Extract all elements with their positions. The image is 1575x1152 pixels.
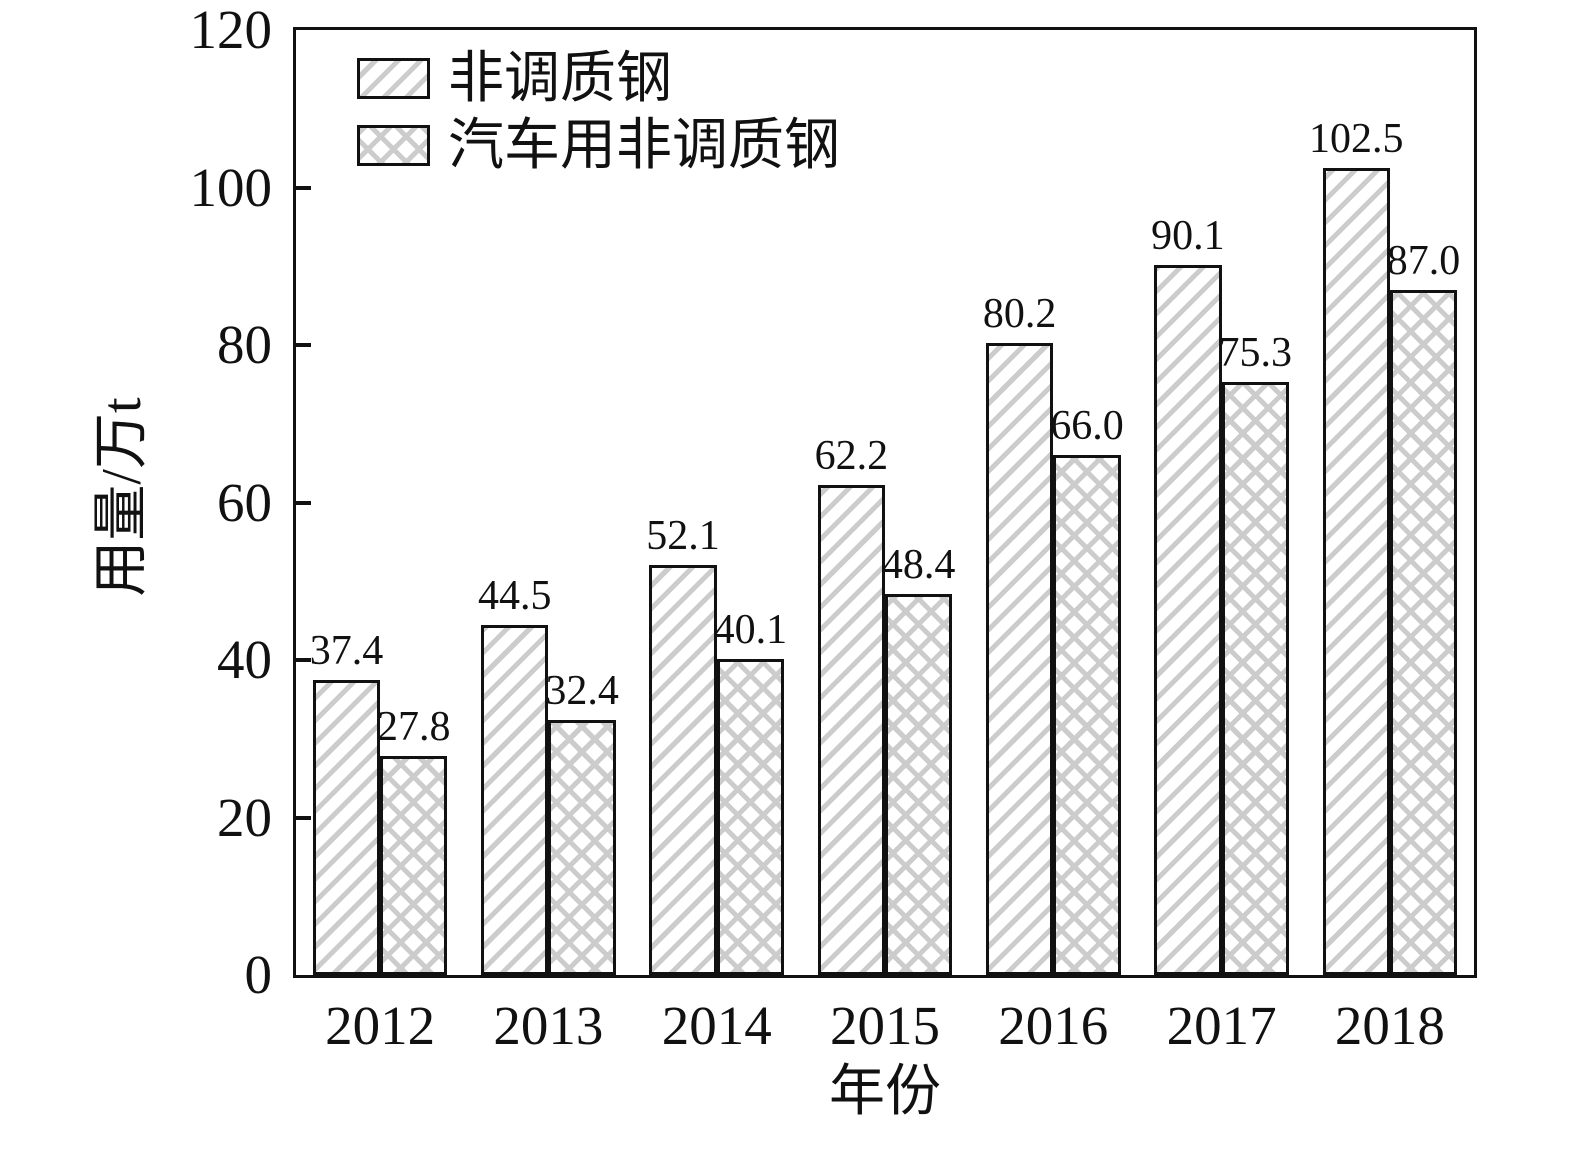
bar-value-label: 44.5 <box>478 572 552 619</box>
y-tick <box>296 815 311 820</box>
legend-item-series2: 汽车用非调质钢 <box>357 112 840 179</box>
bar-series2-2017 <box>1221 382 1289 975</box>
bar-series1-2015 <box>817 485 885 975</box>
bar-series1-2013 <box>481 624 549 975</box>
diagonal-hatch-swatch <box>357 58 430 99</box>
cross-hatch-swatch <box>357 125 430 166</box>
legend-label-series1: 非调质钢 <box>448 47 672 110</box>
bar-value-label: 90.1 <box>1151 213 1225 260</box>
x-tick-label: 2014 <box>661 995 772 1056</box>
x-tick-label: 2013 <box>493 995 604 1056</box>
bar-series1-2014 <box>649 564 717 975</box>
bar-value-label: 102.5 <box>1308 115 1404 162</box>
bar-value-label: 52.1 <box>646 512 720 559</box>
y-tick <box>296 343 311 347</box>
bar-value-label: 32.4 <box>545 667 619 714</box>
bar-value-label: 66.0 <box>1050 403 1124 450</box>
bar-series2-2018 <box>1389 289 1458 975</box>
x-tick-label: 2016 <box>998 995 1109 1056</box>
legend-label-series2: 汽车用非调质钢 <box>448 114 840 177</box>
bar-value-label: 40.1 <box>713 607 788 654</box>
bar-series2-2015 <box>885 593 953 975</box>
bar-value-label: 80.2 <box>982 291 1057 338</box>
bar-series1-2012 <box>312 680 381 975</box>
plot-area: 0 20 40 60 80 100 120 2012 37.4 27.8 2013 44.5 32.4 2… <box>190 0 1477 1055</box>
bar-value-label: 48.4 <box>881 541 956 588</box>
bar-value-label: 37.4 <box>309 628 384 675</box>
x-tick-label: 2015 <box>830 995 940 1056</box>
x-tick-label: 2018 <box>1334 995 1445 1056</box>
y-tick <box>296 185 311 190</box>
bar-value-label: 62.2 <box>814 433 889 480</box>
x-tick-label: 2012 <box>325 995 436 1056</box>
y-tick-label: 100 <box>189 156 273 218</box>
y-tick-label: 20 <box>217 786 272 848</box>
bar-value-label: 87.0 <box>1386 237 1461 284</box>
legend: 非调质钢 汽车用非调质钢 <box>357 45 840 179</box>
y-tick <box>296 658 311 662</box>
x-axis-title: 年份 <box>829 1061 941 1123</box>
y-tick-label: 120 <box>189 0 273 60</box>
y-axis-title: 用量/万t <box>91 397 153 597</box>
bar-series2-2012 <box>380 756 448 975</box>
y-tick-label: 40 <box>217 629 272 690</box>
y-tick-label: 60 <box>217 471 272 533</box>
y-tick <box>296 500 311 505</box>
bar-value-label: 27.8 <box>377 704 451 751</box>
y-tick-label: 80 <box>217 314 272 375</box>
y-tick-label: 0 <box>244 944 273 1005</box>
bar-series1-2016 <box>985 343 1054 975</box>
bar-series1-2017 <box>1154 265 1222 975</box>
bar-series2-2014 <box>716 659 785 975</box>
bar-series1-2018 <box>1322 167 1390 975</box>
legend-item-series1: 非调质钢 <box>357 45 840 112</box>
bar-series2-2013 <box>548 719 616 975</box>
bar-series2-2016 <box>1053 455 1121 975</box>
bar-value-label: 75.3 <box>1218 330 1292 376</box>
x-tick-label: 2017 <box>1166 995 1277 1056</box>
